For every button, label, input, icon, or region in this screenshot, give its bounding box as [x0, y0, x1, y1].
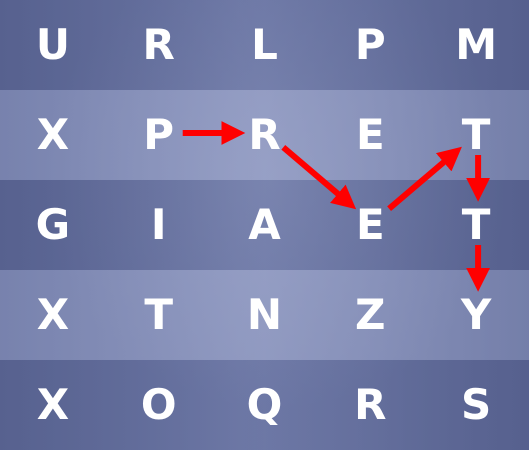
grid-cell[interactable]: Q — [246, 380, 283, 429]
grid-cell[interactable]: S — [460, 380, 492, 429]
grid-row-3: G I A E T — [0, 180, 529, 270]
grid-cell[interactable]: Y — [460, 290, 492, 339]
grid-cell[interactable]: P — [354, 20, 386, 69]
grid-cell[interactable]: M — [455, 20, 497, 69]
grid-cell[interactable]: R — [248, 110, 281, 159]
grid-cell[interactable]: A — [248, 200, 281, 249]
grid-cell[interactable]: X — [36, 380, 70, 429]
grid-cell[interactable]: O — [140, 380, 177, 429]
grid-row-1: U R L P M — [0, 0, 529, 90]
grid-cell[interactable]: P — [143, 110, 175, 159]
grid-cell[interactable]: I — [150, 200, 167, 249]
grid-cell[interactable]: X — [36, 110, 70, 159]
grid-cell[interactable]: G — [35, 200, 71, 249]
grid-cell[interactable]: Z — [355, 290, 386, 339]
grid-row-2: X P R E T — [0, 90, 529, 180]
grid-cell[interactable]: E — [355, 110, 385, 159]
grid-cell[interactable]: L — [251, 20, 278, 69]
grid-cell[interactable]: T — [144, 290, 174, 339]
grid-cell[interactable]: U — [35, 20, 70, 69]
grid-cell[interactable]: N — [246, 290, 283, 339]
grid-cell[interactable]: R — [354, 380, 387, 429]
grid-cell[interactable]: R — [142, 20, 175, 69]
grid-row-4: X T N Z Y — [0, 270, 529, 360]
grid-cell[interactable]: X — [36, 290, 70, 339]
grid-cell[interactable]: T — [461, 200, 491, 249]
grid-cell[interactable]: T — [461, 110, 491, 159]
grid-cell[interactable]: E — [355, 200, 385, 249]
grid-row-5: X O Q R S — [0, 360, 529, 450]
